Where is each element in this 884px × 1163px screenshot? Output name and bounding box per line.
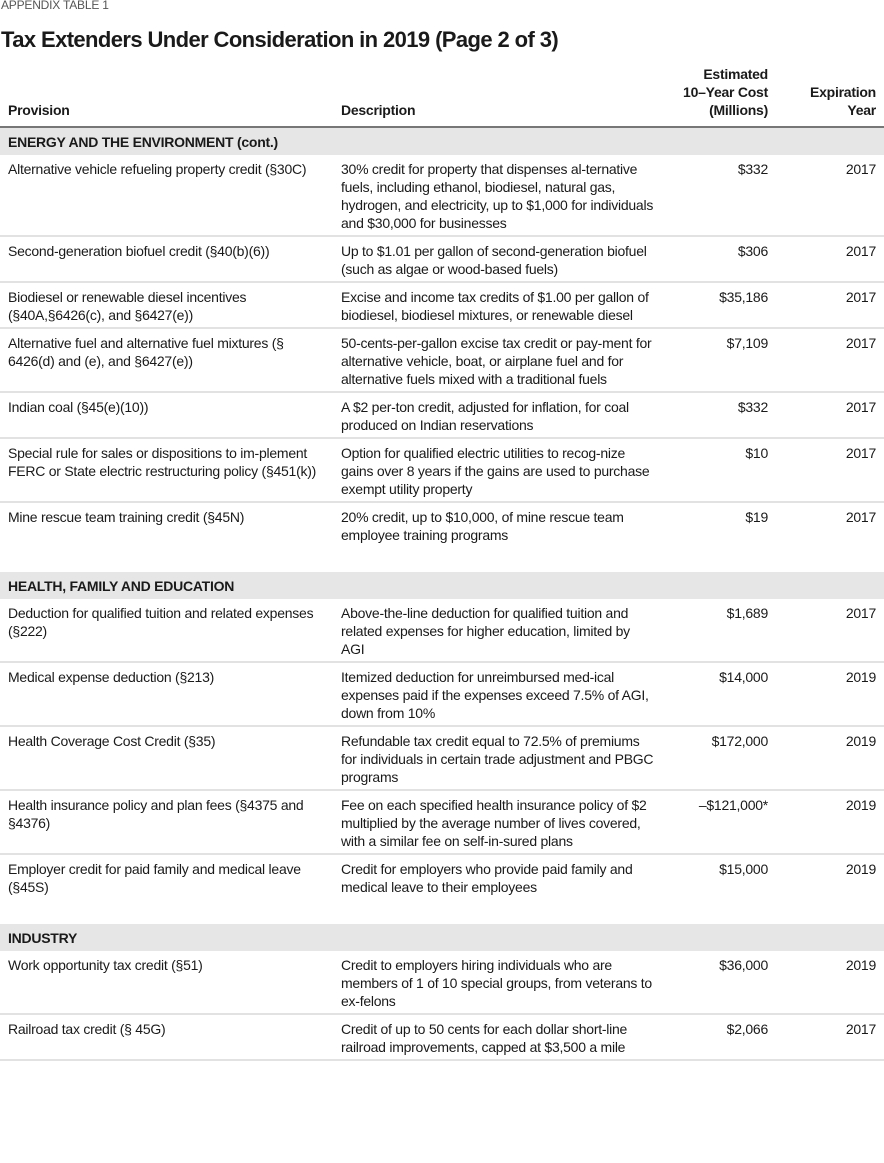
cell-cost: $332: [663, 155, 776, 237]
table-row: Railroad tax credit (§ 45G) Credit of up …: [0, 1014, 884, 1061]
table-row: Biodiesel or renewable diesel incentives…: [0, 282, 884, 329]
tax-extenders-table: Provision Description Estimated 10–Year …: [0, 65, 884, 1061]
page-title: Tax Extenders Under Consideration in 201…: [1, 27, 559, 52]
cell-description: Credit for employers who provide paid fa…: [341, 861, 633, 895]
cell-provision: Biodiesel or renewable diesel incentives…: [0, 282, 333, 329]
header-cost: Estimated 10–Year Cost (Millions): [663, 65, 776, 128]
table-row: Indian coal (§45(e)(10)) A $2 per-ton cre…: [0, 392, 884, 439]
cell-year: 2017: [776, 599, 884, 663]
cell-year: 2017: [776, 155, 884, 237]
cell-provision: Special rule for sales or dispositions t…: [0, 438, 333, 503]
cell-description: Credit of up to 50 cents for each dollar…: [333, 1014, 663, 1061]
cell-year: 2017: [845, 509, 876, 525]
section-title: INDUSTRY: [0, 924, 884, 951]
cell-cost: $35,186: [663, 282, 776, 329]
cell-year: 2019: [845, 861, 876, 877]
cell-provision: Railroad tax credit (§ 45G): [0, 1014, 333, 1061]
header-provision: Provision: [0, 65, 333, 128]
cell-year: 2017: [776, 438, 884, 503]
header-year: Expiration Year: [776, 65, 884, 128]
cell-provision: Deduction for qualified tuition and rela…: [0, 599, 333, 663]
section-header: INDUSTRY: [0, 924, 884, 951]
table-row: Work opportunity tax credit (§51) Credit …: [0, 951, 884, 1015]
cell-provision: Medical expense deduction (§213): [0, 662, 333, 727]
cell-cost: $172,000: [663, 726, 776, 791]
cell-cost: $1,689: [663, 599, 776, 663]
table-row: Alternative vehicle refueling property c…: [0, 155, 884, 237]
section-header: ENERGY AND THE ENVIRONMENT (cont.): [0, 127, 884, 155]
cell-description: Above-the-line deduction for qualified t…: [333, 599, 663, 663]
cell-cost: $2,066: [663, 1014, 776, 1061]
section-header: HEALTH, FAMILY AND EDUCATION: [0, 572, 884, 599]
appendix-label: APPENDIX TABLE 1: [1, 0, 109, 12]
cell-year: 2017: [776, 328, 884, 393]
cell-provision: Indian coal (§45(e)(10)): [0, 392, 333, 439]
cell-cost: $7,109: [663, 328, 776, 393]
cell-cost: $10: [663, 438, 776, 503]
cell-description: 30% credit for property that dispenses a…: [333, 155, 663, 237]
cell-provision: Employer credit for paid family and medi…: [8, 861, 301, 895]
cell-year: 2017: [776, 282, 884, 329]
cell-cost: $15,000: [719, 861, 768, 877]
cell-description: Fee on each specified health insurance p…: [333, 790, 663, 855]
cell-description: Refundable tax credit equal to 72.5% of …: [333, 726, 663, 791]
cell-description: A $2 per-ton credit, adjusted for inflat…: [333, 392, 663, 439]
cell-year: 2017: [776, 236, 884, 283]
cell-cost: $306: [663, 236, 776, 283]
cell-cost: $19: [745, 509, 768, 525]
table-row: Health insurance policy and plan fees (§…: [0, 790, 884, 855]
cell-cost: $36,000: [663, 951, 776, 1015]
cell-cost: –$121,000*: [663, 790, 776, 855]
table-row: Mine rescue team training credit (§45N) 2…: [0, 502, 884, 572]
cell-provision: Health insurance policy and plan fees (§…: [0, 790, 333, 855]
cell-year: 2017: [776, 392, 884, 439]
table-row: Employer credit for paid family and medi…: [0, 854, 884, 924]
cell-year: 2019: [776, 662, 884, 727]
cell-cost: $14,000: [663, 662, 776, 727]
cell-description: Itemized deduction for unreimbursed med-…: [333, 662, 663, 727]
cell-year: 2019: [776, 726, 884, 791]
table-row: Deduction for qualified tuition and rela…: [0, 599, 884, 663]
cell-year: 2017: [776, 1014, 884, 1061]
cell-description: Up to $1.01 per gallon of second-generat…: [333, 236, 663, 283]
header-description: Description: [333, 65, 663, 128]
cell-provision: Alternative fuel and alternative fuel mi…: [0, 328, 333, 393]
cell-provision: Work opportunity tax credit (§51): [0, 951, 333, 1015]
section-title: ENERGY AND THE ENVIRONMENT (cont.): [0, 127, 884, 155]
cell-description: 20% credit, up to $10,000, of mine rescu…: [341, 509, 624, 543]
section-title: HEALTH, FAMILY AND EDUCATION: [0, 572, 884, 599]
cell-provision: Mine rescue team training credit (§45N): [8, 509, 245, 525]
cell-provision: Health Coverage Cost Credit (§35): [0, 726, 333, 791]
cell-provision: Second-generation biofuel credit (§40(b)…: [0, 236, 333, 283]
cell-provision: Alternative vehicle refueling property c…: [0, 155, 333, 237]
table-row: Second-generation biofuel credit (§40(b)…: [0, 236, 884, 283]
cell-description: Excise and income tax credits of $1.00 p…: [333, 282, 663, 329]
table-row: Health Coverage Cost Credit (§35) Refunda…: [0, 726, 884, 791]
cell-year: 2019: [776, 790, 884, 855]
table-row: Alternative fuel and alternative fuel mi…: [0, 328, 884, 393]
cell-description: Credit to employers hiring individuals w…: [333, 951, 663, 1015]
table-row: Special rule for sales or dispositions t…: [0, 438, 884, 503]
table-row: Medical expense deduction (§213) Itemized…: [0, 662, 884, 727]
cell-description: Option for qualified electric utilities …: [333, 438, 663, 503]
cell-description: 50-cents-per-gallon excise tax credit or…: [333, 328, 663, 393]
cell-cost: $332: [663, 392, 776, 439]
cell-year: 2019: [776, 951, 884, 1015]
header-row: Provision Description Estimated 10–Year …: [0, 65, 884, 128]
